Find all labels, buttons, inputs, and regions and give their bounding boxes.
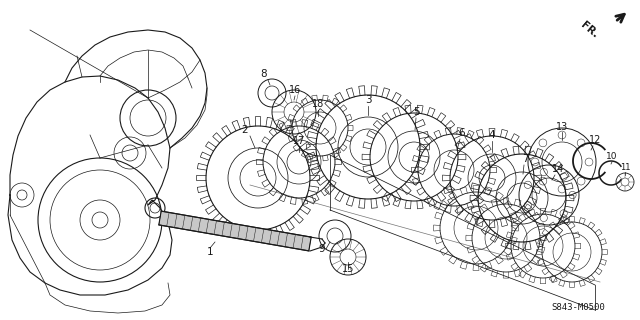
Text: 10: 10 — [606, 152, 618, 161]
Text: FR.: FR. — [579, 20, 600, 40]
Text: 11: 11 — [620, 163, 630, 172]
Text: 18: 18 — [312, 99, 324, 109]
Text: 16: 16 — [289, 85, 301, 95]
Text: 15: 15 — [342, 264, 354, 274]
Text: S843-M0500: S843-M0500 — [551, 303, 605, 313]
Text: 13: 13 — [556, 122, 568, 132]
Text: 14: 14 — [552, 164, 564, 174]
Text: 1: 1 — [207, 247, 213, 257]
Text: 5: 5 — [413, 107, 419, 117]
Text: 7: 7 — [522, 154, 528, 164]
Text: 2: 2 — [242, 125, 248, 135]
Text: 12: 12 — [589, 135, 601, 145]
Text: 6: 6 — [459, 128, 465, 138]
Polygon shape — [159, 211, 311, 251]
Text: 8: 8 — [260, 69, 268, 79]
Text: 17: 17 — [293, 136, 305, 146]
Text: 3: 3 — [365, 95, 371, 105]
Text: 9: 9 — [319, 244, 325, 254]
Text: 4: 4 — [489, 130, 495, 140]
